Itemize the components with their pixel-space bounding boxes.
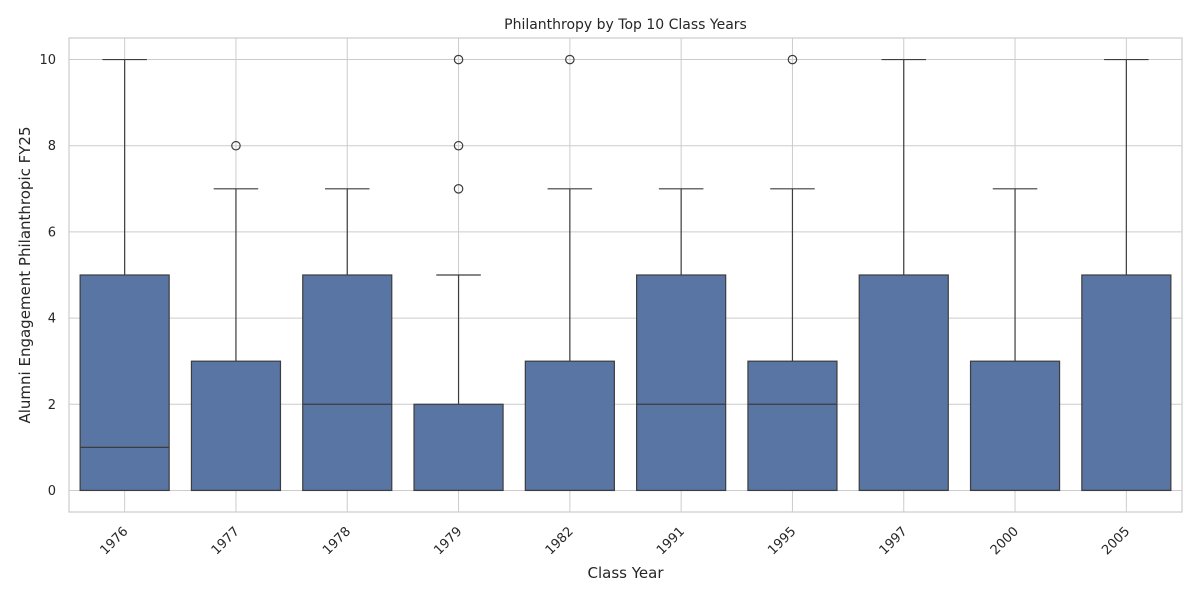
box-group-1997 [858, 58, 949, 492]
box-iqr [413, 403, 504, 492]
outlier-point [231, 140, 241, 151]
y-tick-labels: 0 2 4 6 8 10 [39, 53, 56, 499]
x-axis-label: Class Year [588, 564, 665, 582]
x-tick-labels: 1976 1977 1978 1979 1982 1991 1995 1997 2000 2005 [97, 524, 1133, 558]
box-iqr [747, 360, 838, 492]
y-tick-label: 0 [48, 484, 56, 499]
box-group-1995 [747, 54, 838, 492]
x-tick-label: 1978 [320, 524, 354, 558]
outlier-point [453, 184, 464, 194]
x-tick-label: 2005 [1099, 524, 1133, 558]
box-iqr [190, 360, 282, 492]
outlier-point [453, 54, 464, 65]
chart-title: Philanthropy by Top 10 Class Years [504, 17, 747, 33]
box-group-1991 [636, 188, 727, 492]
outlier-point [565, 54, 575, 65]
y-axis-label: Alumni Engagement Philanthropic FY25 [16, 126, 34, 423]
x-tick-label: 1979 [431, 524, 465, 558]
y-tick-label: 6 [48, 225, 56, 240]
outlier-point [787, 54, 798, 65]
x-tick-label: 1982 [543, 524, 577, 558]
box-iqr [79, 274, 170, 492]
box-group-1978 [302, 188, 393, 492]
x-tick-label: 1991 [654, 524, 688, 558]
y-tick-label: 10 [39, 53, 56, 68]
box-iqr [858, 274, 949, 492]
box-group-1977 [190, 140, 282, 492]
x-tick-label: 1977 [209, 524, 243, 558]
y-tick-label: 4 [48, 312, 56, 327]
x-tick-label: 1997 [877, 524, 911, 558]
x-tick-label: 2000 [988, 524, 1022, 558]
box-iqr [969, 360, 1061, 492]
y-tick-label: 2 [48, 398, 56, 413]
box-group-1979 [413, 54, 504, 492]
box-iqr [524, 360, 615, 492]
box-group-2005 [1081, 58, 1172, 492]
box-group-1976 [79, 58, 170, 492]
box-group-1982 [524, 54, 615, 492]
y-tick-label: 8 [48, 139, 56, 154]
box-group-2000 [969, 188, 1061, 492]
plot-frame [68, 37, 1183, 513]
outlier-point [453, 140, 464, 151]
boxes [79, 54, 1172, 492]
box-iqr [1081, 274, 1172, 492]
x-tick-label: 1995 [765, 524, 799, 558]
x-tick-label: 1976 [97, 524, 131, 558]
box-iqr [302, 274, 393, 492]
box-iqr [636, 274, 727, 492]
